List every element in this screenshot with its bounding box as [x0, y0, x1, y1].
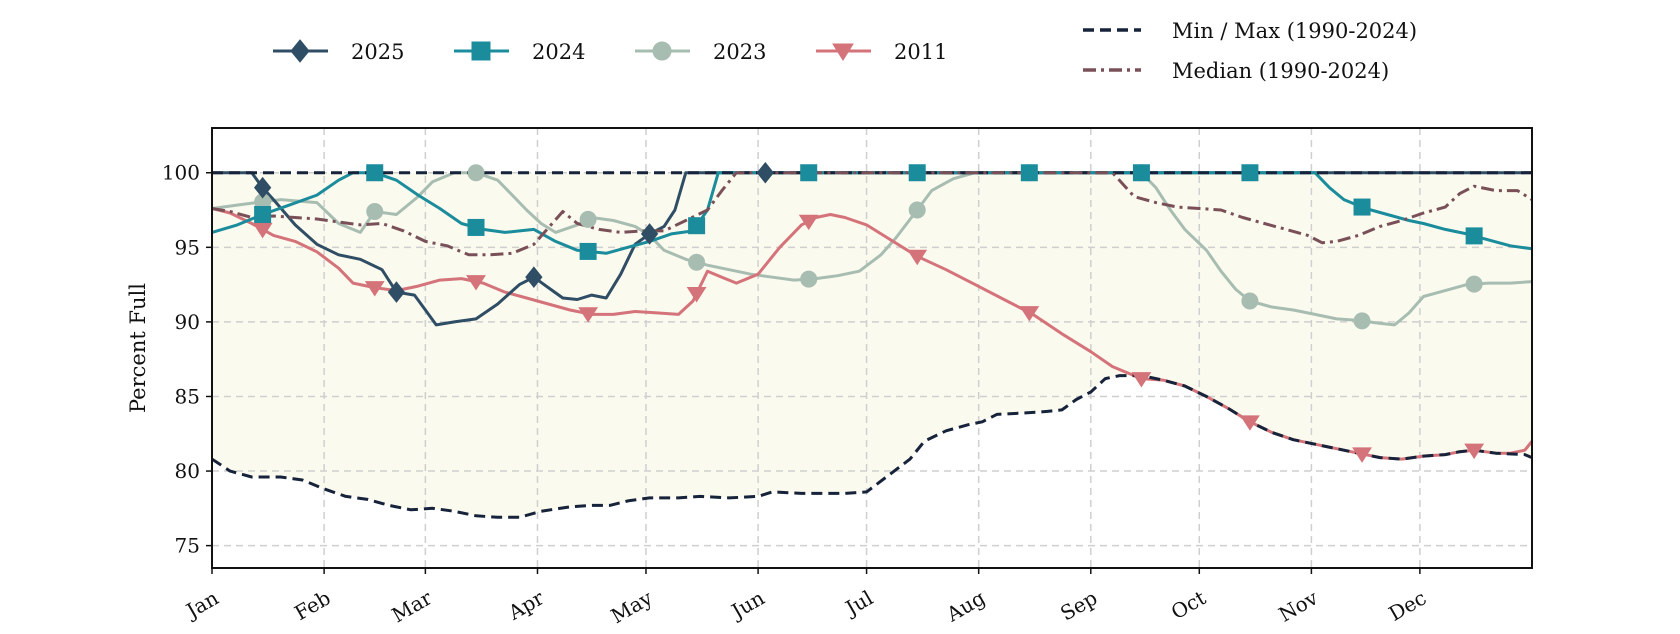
y-axis-title: Percent Full [126, 283, 150, 413]
marker-2011 [578, 307, 599, 323]
y-tick-label: 90 [175, 310, 200, 334]
x-tick-label: Dec [1385, 586, 1431, 626]
marker-2023 [579, 210, 597, 228]
marker-2011 [1352, 447, 1372, 463]
marker-2023 [467, 164, 485, 182]
series-lines [212, 171, 1532, 519]
legend-label: 2011 [894, 40, 947, 64]
x-tick-label: Oct [1167, 586, 1210, 625]
marker-2024 [1241, 164, 1259, 182]
x-tick-label: Aug [942, 585, 990, 626]
legend-item-2011: 2011 [816, 40, 947, 64]
marker-2011 [252, 222, 273, 239]
x-tick-label: Nov [1275, 585, 1323, 627]
marker-2024 [1020, 164, 1038, 182]
marker-2011 [907, 249, 928, 266]
y-tick-label: 80 [175, 459, 200, 483]
x-tick-label: Jul [840, 586, 877, 621]
marker-2023 [800, 270, 818, 288]
legend-marker [471, 41, 491, 61]
y-tick-label: 75 [175, 534, 200, 558]
marker-2011 [1019, 306, 1040, 322]
legend-item-2025: 2025 [273, 39, 404, 64]
marker-2024 [579, 242, 597, 260]
x-tick-label: May [607, 585, 657, 628]
marker-2025 [387, 281, 406, 303]
marker-2024 [800, 164, 818, 182]
legend: 2025 2024 2023 2011 Min / Max (1990-2024) Med… [273, 19, 1417, 83]
plot-frame [211, 127, 1533, 569]
marker-2011 [798, 214, 819, 231]
band-fill [212, 172, 1532, 518]
x-tick-label: Jun [726, 585, 769, 624]
legend-marker [652, 41, 672, 61]
marker-2024 [1353, 198, 1371, 216]
legend-label: 2025 [351, 40, 404, 64]
legend-label: Median (1990-2024) [1172, 59, 1389, 83]
series-line-median-1990-2024 [212, 171, 1532, 257]
marker-2011 [686, 287, 707, 303]
x-tick-label: Sep [1056, 586, 1101, 626]
grid-lines [211, 128, 1532, 568]
marker-2024 [1465, 227, 1483, 245]
x-tick-label: Apr [503, 585, 548, 625]
marker-2023 [908, 201, 926, 219]
x-tick-label: Feb [290, 586, 334, 625]
series-line-2025 [212, 171, 1532, 327]
legend-marker [832, 43, 854, 61]
marker-2025 [525, 266, 543, 288]
legend-item-2024: 2024 [454, 40, 585, 64]
marker-2024 [254, 206, 272, 224]
marker-2023 [1241, 292, 1259, 310]
marker-2011 [466, 275, 486, 291]
x-tick-label: Mar [388, 585, 437, 627]
marker-2025 [756, 161, 774, 184]
y-ticks: 75 80 85 90 95 100 [162, 161, 212, 558]
marker-2011 [364, 281, 385, 297]
marker-2023 [366, 203, 384, 221]
marker-2023 [688, 253, 706, 271]
legend-item-2023: 2023 [635, 40, 766, 64]
marker-2024 [1132, 164, 1150, 182]
marker-2011 [1131, 372, 1152, 388]
x-tick-label: Jan [180, 585, 222, 623]
marker-2024 [467, 218, 485, 236]
marker-2011 [1464, 443, 1485, 460]
marker-2024 [688, 217, 706, 235]
legend-item-median-1990-2024: Median (1990-2024) [1083, 59, 1389, 83]
legend-marker [290, 39, 310, 63]
marker-2025 [253, 176, 272, 199]
marker-2024 [908, 164, 926, 182]
legend-label: 2023 [713, 40, 766, 64]
marker-2023 [1465, 275, 1483, 293]
marker-2025 [640, 223, 659, 245]
y-tick-label: 100 [162, 161, 200, 185]
y-tick-label: 85 [175, 384, 200, 408]
legend-label: 2024 [532, 40, 585, 64]
legend-item-min-max-1990-2024: Min / Max (1990-2024) [1083, 19, 1417, 43]
marker-2011 [1240, 415, 1260, 431]
min-max-band [212, 172, 1532, 518]
legend-label: Min / Max (1990-2024) [1172, 19, 1417, 43]
series-markers [252, 161, 1485, 463]
marker-2023 [1353, 312, 1371, 330]
series-line-min-max-1990-2024 [212, 374, 1532, 519]
x-ticks: Jan Feb Mar Apr May Jun Jul Aug Sep Oct Nov Dec [180, 568, 1430, 628]
marker-2024 [366, 164, 384, 182]
y-tick-label: 95 [175, 235, 200, 259]
